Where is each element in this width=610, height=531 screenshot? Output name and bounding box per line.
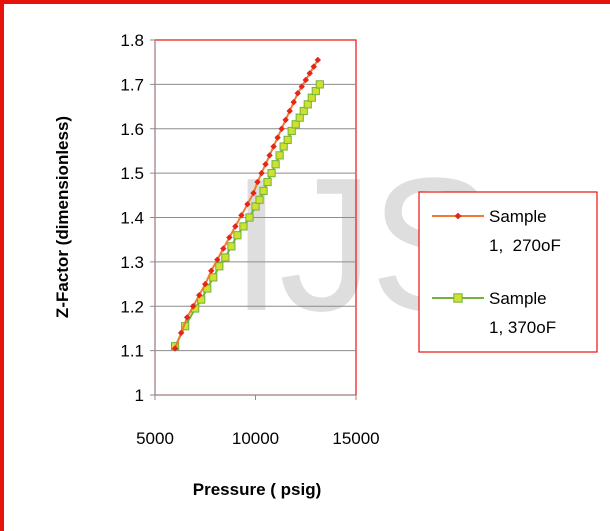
data-point bbox=[258, 169, 265, 177]
data-point bbox=[233, 231, 242, 240]
legend-label: 1, 270oF bbox=[489, 236, 561, 255]
series-1 bbox=[171, 56, 322, 352]
data-point bbox=[183, 314, 191, 321]
y-tick-label: 1.8 bbox=[120, 31, 144, 50]
data-point bbox=[282, 116, 289, 124]
data-point bbox=[208, 267, 215, 274]
data-point bbox=[270, 143, 277, 150]
grid-lines bbox=[155, 83, 356, 352]
data-point bbox=[254, 178, 261, 186]
data-point bbox=[196, 291, 203, 299]
data-point bbox=[177, 329, 185, 337]
data-point bbox=[251, 202, 260, 211]
axes bbox=[150, 39, 357, 400]
x-tick-label: 10000 bbox=[232, 429, 279, 448]
data-point bbox=[202, 280, 209, 288]
y-tick-label: 1 bbox=[135, 386, 144, 405]
data-point bbox=[220, 245, 227, 252]
data-point bbox=[266, 152, 273, 159]
data-point bbox=[307, 93, 316, 102]
data-point bbox=[263, 177, 272, 187]
y-tick-label: 1.6 bbox=[120, 120, 144, 139]
legend-marker bbox=[454, 212, 462, 220]
data-point bbox=[232, 223, 239, 230]
data-point bbox=[171, 345, 179, 352]
legend-box bbox=[418, 191, 598, 353]
legend-label: Sample bbox=[489, 289, 547, 308]
x-tick-label: 15000 bbox=[332, 429, 379, 448]
legend-entry-2: Sample 1, 370oF bbox=[432, 289, 556, 337]
legend-entries: Sample 1, 270oF Sample 1, 370oF bbox=[432, 207, 561, 337]
y-axis-title: Z-Factor (dimensionless) bbox=[53, 116, 72, 318]
data-point bbox=[283, 135, 292, 144]
data-point bbox=[306, 70, 313, 77]
data-point bbox=[221, 253, 230, 262]
data-point bbox=[215, 262, 224, 271]
data-point bbox=[209, 273, 218, 282]
data-point bbox=[286, 107, 293, 115]
data-point bbox=[279, 142, 288, 151]
legend-label: Sample bbox=[489, 207, 547, 226]
data-point bbox=[250, 189, 257, 197]
series-2 bbox=[171, 80, 324, 351]
data-point bbox=[239, 222, 248, 231]
data-point bbox=[226, 234, 233, 241]
data-point bbox=[278, 125, 285, 132]
y-tick-label: 1.5 bbox=[120, 164, 144, 183]
data-point bbox=[310, 63, 317, 70]
data-point bbox=[299, 106, 308, 116]
legend-marker bbox=[453, 293, 463, 303]
data-point bbox=[287, 126, 296, 136]
data-point bbox=[267, 169, 276, 178]
x-axis-title: Pressure ( psig) bbox=[193, 480, 322, 499]
data-point bbox=[227, 242, 236, 251]
data-point bbox=[294, 90, 301, 97]
data-point bbox=[298, 83, 305, 90]
data-point bbox=[275, 151, 284, 160]
data-point bbox=[238, 212, 245, 219]
y-tick-label: 1.7 bbox=[120, 75, 144, 94]
series-layer bbox=[171, 56, 324, 352]
tick-labels: 1 1.1 1.2 1.3 1.4 1.5 1.6 1.7 1.8 5000 10000 15000 bbox=[120, 31, 379, 448]
legend-entry-1: Sample 1, 270oF bbox=[432, 207, 561, 255]
y-tick-label: 1.3 bbox=[120, 253, 144, 272]
y-tick-label: 1.2 bbox=[120, 297, 144, 316]
data-point bbox=[303, 100, 312, 109]
data-point bbox=[290, 98, 297, 106]
data-point bbox=[259, 186, 268, 195]
data-point bbox=[274, 134, 281, 141]
data-point bbox=[315, 80, 324, 89]
data-point bbox=[271, 160, 280, 169]
data-point bbox=[291, 120, 300, 129]
legend: Sample 1, 270oF Sample 1, 370oF bbox=[418, 191, 598, 353]
legend-label: 1, 370oF bbox=[489, 318, 556, 337]
data-point bbox=[214, 256, 221, 263]
data-point bbox=[245, 213, 254, 222]
x-tick-label: 5000 bbox=[136, 429, 174, 448]
data-point bbox=[255, 195, 264, 204]
data-point bbox=[302, 76, 309, 84]
data-point bbox=[189, 303, 197, 310]
data-point bbox=[295, 113, 304, 122]
y-tick-label: 1.1 bbox=[120, 342, 144, 361]
y-tick-label: 1.4 bbox=[120, 209, 144, 228]
data-point bbox=[244, 200, 251, 208]
data-point bbox=[311, 86, 320, 96]
data-point bbox=[314, 56, 322, 64]
data-point bbox=[262, 161, 269, 168]
